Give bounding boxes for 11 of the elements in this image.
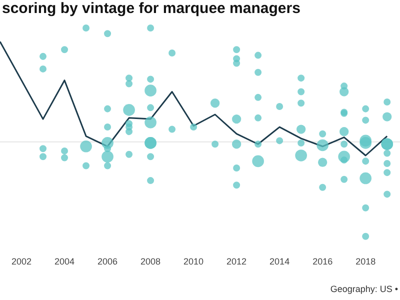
- x-tick-label: 2010: [184, 256, 204, 266]
- chart-title: scoring by vintage for marquee managers: [2, 0, 300, 17]
- text: Geography: US •: [330, 284, 398, 294]
- x-tick-label: 2012: [226, 256, 247, 266]
- x-tick-label: 2018: [356, 256, 376, 266]
- x-tick-label: 2004: [54, 256, 75, 266]
- x-tick-label: 2002: [11, 256, 32, 266]
- x-tick-label: 2016: [312, 256, 333, 266]
- x-tick-label: 2006: [98, 256, 118, 266]
- x-tick-label: 2008: [140, 256, 161, 266]
- x-tick-label: 2014: [270, 256, 290, 266]
